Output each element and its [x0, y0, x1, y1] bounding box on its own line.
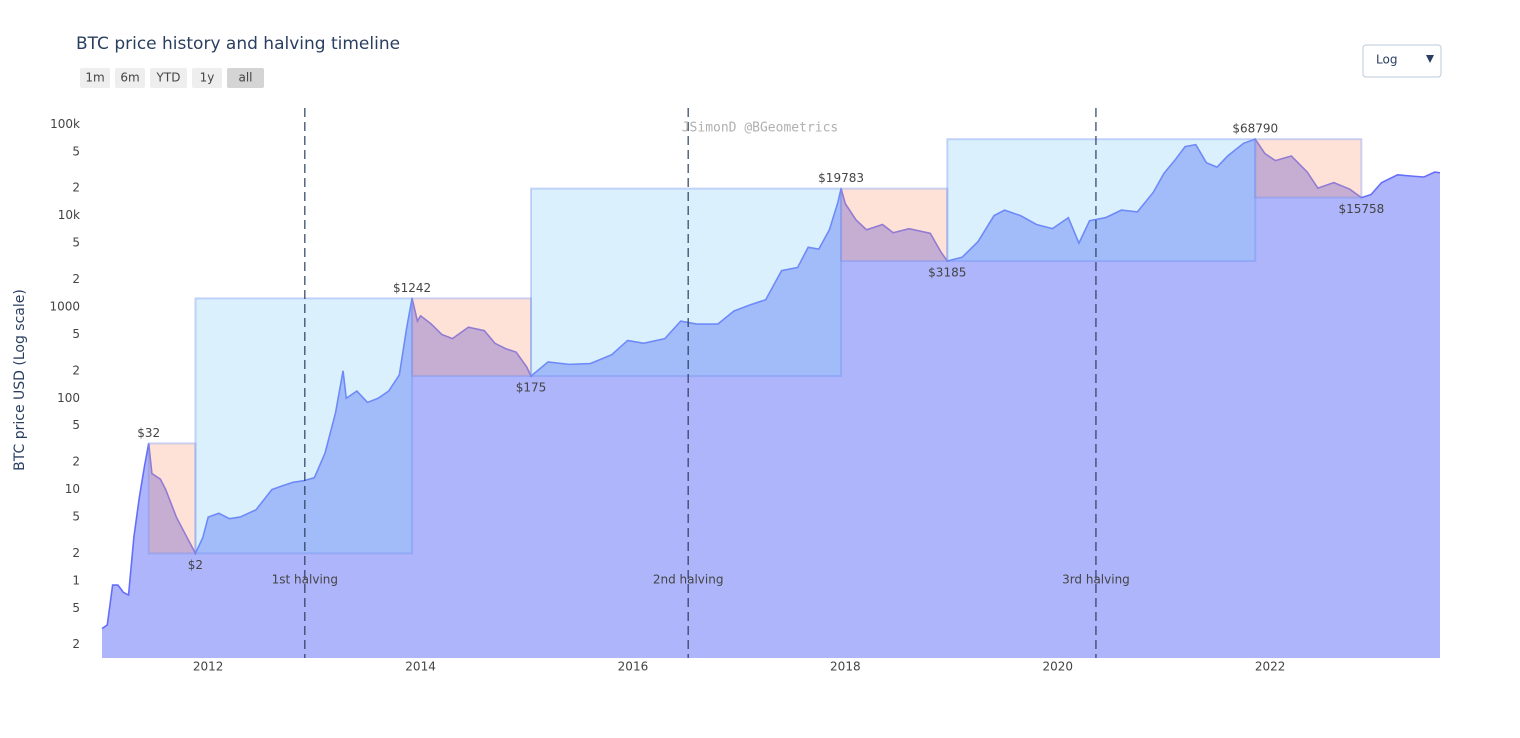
- range-button-label[interactable]: YTD: [156, 71, 181, 85]
- y-tick-label: 2: [72, 455, 80, 469]
- dropdown-label[interactable]: Log: [1376, 53, 1397, 67]
- x-tick-label: 2020: [1042, 660, 1073, 674]
- halving-label: 1st halving: [272, 573, 338, 587]
- extreme-label: $2: [188, 558, 203, 572]
- dropdown-box[interactable]: [1362, 44, 1442, 78]
- range-selector: 1m 6m YTD 1y all: [80, 68, 264, 88]
- x-tick-label: 2014: [405, 660, 436, 674]
- cycle-box: [840, 187, 949, 263]
- chart-title: BTC price history and halving timeline: [76, 34, 400, 54]
- y-tick-label: 2: [72, 637, 80, 651]
- y-tick-label: 2: [72, 363, 80, 377]
- x-tick-label: 2018: [830, 660, 861, 674]
- range-button[interactable]: [192, 68, 222, 88]
- halving-label: 3rd halving: [1062, 573, 1130, 587]
- range-button[interactable]: [150, 68, 187, 88]
- y-tick-label: 5: [72, 510, 80, 524]
- y-tick-label: 1000: [49, 299, 80, 313]
- x-tick-label: 2016: [618, 660, 649, 674]
- x-tick-label: 2022: [1255, 660, 1286, 674]
- scale-dropdown[interactable]: Log: [1362, 44, 1442, 78]
- y-tick-label: 5: [72, 418, 80, 432]
- range-button-label[interactable]: 1m: [85, 71, 104, 85]
- range-button-label[interactable]: 1y: [200, 71, 215, 85]
- range-button-label[interactable]: 6m: [120, 71, 139, 85]
- extreme-label: $68790: [1232, 122, 1278, 136]
- cycle-box: [194, 297, 414, 555]
- y-tick-label: 5: [72, 236, 80, 250]
- y-tick-label: 2: [72, 272, 80, 286]
- extreme-label: $3185: [928, 266, 966, 280]
- y-axis-title: BTC price USD (Log scale): [12, 289, 28, 471]
- y-tick-label: 10: [65, 482, 80, 496]
- cycle-box: [1254, 138, 1363, 199]
- y-tick-label: 100: [57, 391, 80, 405]
- y-tick-label: 5: [72, 144, 80, 158]
- y-tick-label: 5: [72, 601, 80, 615]
- y-tick-label: 2: [72, 181, 80, 195]
- cycle-box: [530, 187, 843, 378]
- y-tick-label: 5: [72, 327, 80, 341]
- watermark: JSimonD @BGeometrics: [682, 121, 839, 136]
- y-tick-label: 1: [72, 573, 80, 587]
- range-button[interactable]: [80, 68, 110, 88]
- cycle-box: [147, 442, 197, 555]
- price-line: [101, 138, 1441, 630]
- cycle-box: [411, 297, 533, 378]
- extreme-label: $15758: [1339, 202, 1385, 216]
- cycle-box: [946, 138, 1257, 263]
- halving-label: 2nd halving: [653, 573, 724, 587]
- y-tick-label: 10k: [58, 208, 80, 222]
- x-tick-label: 2012: [193, 660, 224, 674]
- extreme-label: $32: [137, 426, 160, 440]
- y-tick-label: 2: [72, 546, 80, 560]
- range-button[interactable]: [115, 68, 145, 88]
- dropdown-arrow[interactable]: [1426, 55, 1434, 63]
- y-tick-label: 100k: [50, 117, 80, 131]
- extreme-label: $175: [516, 381, 547, 395]
- extreme-label: $19783: [818, 171, 864, 185]
- extreme-label: $1242: [393, 281, 431, 295]
- range-button[interactable]: [227, 68, 264, 88]
- range-button-label[interactable]: all: [238, 71, 252, 85]
- price-area: [102, 139, 1440, 658]
